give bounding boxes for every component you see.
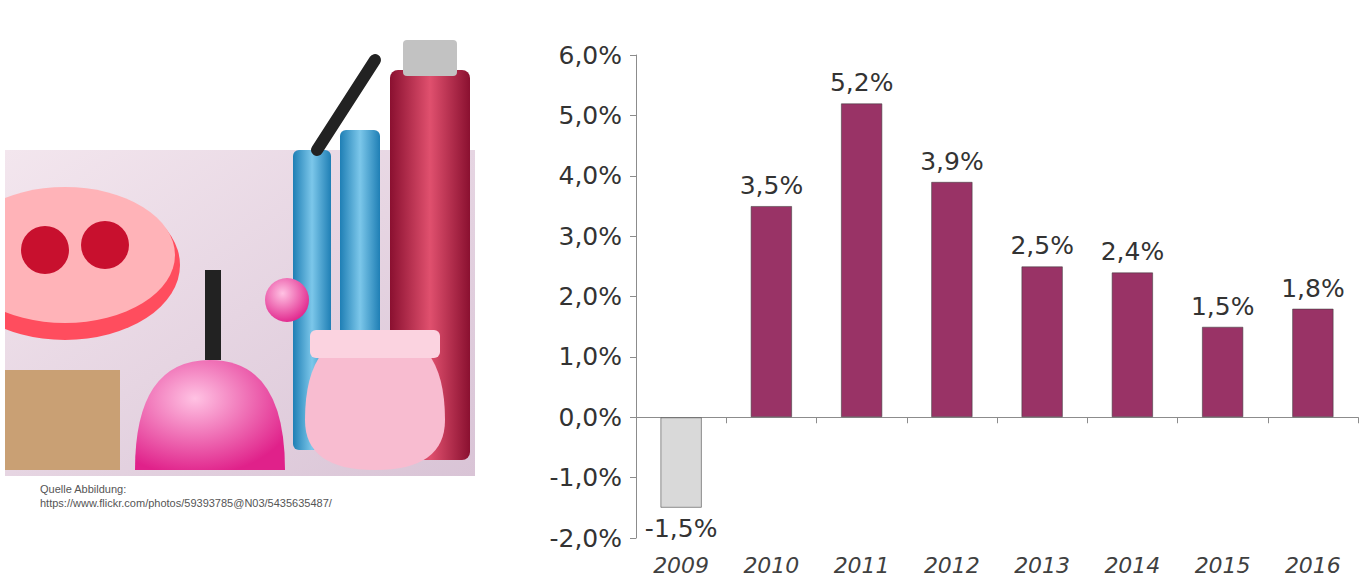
svg-text:-1,5%: -1,5%	[645, 514, 718, 543]
svg-text:2014: 2014	[1104, 553, 1160, 578]
svg-text:3,0%: 3,0%	[558, 222, 622, 251]
html-text:https://www.flickr.com/photos/: https://www.flickr.com/photos/59393785@N…	[40, 497, 332, 509]
svg-text:2,4%: 2,4%	[1101, 237, 1165, 266]
svg-text:1,5%: 1,5%	[1191, 292, 1255, 321]
svg-text:2009: 2009	[653, 553, 709, 578]
svg-text:2,0%: 2,0%	[558, 282, 622, 311]
svg-text:1,0%: 1,0%	[558, 342, 622, 371]
svg-text:2016: 2016	[1285, 553, 1341, 578]
svg-text:4,0%: 4,0%	[558, 161, 622, 190]
html-text:Quelle Abbildung:: Quelle Abbildung:	[40, 483, 127, 495]
svg-text:2011: 2011	[834, 553, 890, 578]
svg-text:6,0%: 6,0%	[558, 41, 622, 70]
svg-text:2012: 2012	[924, 553, 980, 578]
svg-text:2010: 2010	[743, 553, 799, 578]
svg-text:3,9%: 3,9%	[920, 147, 984, 176]
svg-text:2015: 2015	[1195, 553, 1251, 578]
svg-text:2,5%: 2,5%	[1010, 231, 1074, 260]
svg-text:5,0%: 5,0%	[558, 101, 622, 130]
svg-text:-1,0%: -1,0%	[549, 463, 622, 492]
svg-text:3,5%: 3,5%	[740, 171, 804, 200]
svg-text:1,8%: 1,8%	[1281, 274, 1345, 303]
svg-text:2013: 2013	[1014, 553, 1070, 578]
svg-text:5,2%: 5,2%	[830, 68, 894, 97]
svg-text:0,0%: 0,0%	[558, 403, 622, 432]
svg-text:-2,0%: -2,0%	[549, 524, 622, 553]
